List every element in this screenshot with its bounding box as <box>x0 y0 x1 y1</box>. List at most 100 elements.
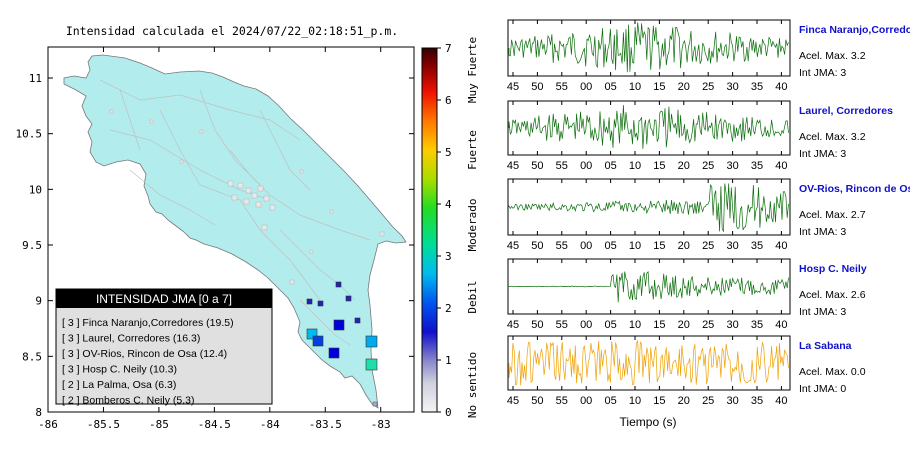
waveform-tick-label: 00 <box>580 81 592 93</box>
waveform-tick-label: 55 <box>556 240 568 252</box>
colorbar-tick-label: 1 <box>445 354 452 367</box>
colorbar-gradient <box>421 47 438 413</box>
map-y-tick-label: 9.5 <box>22 239 42 252</box>
waveform-tick-label: 55 <box>556 160 568 172</box>
map-x-tick-label: -85 <box>149 418 169 431</box>
intensity-colorbar: 0 1 2 3 4 5 6 7 No sentido Debil Moderado Fuerte Muy… <box>421 37 479 419</box>
legend-entry: [ 3 ] OV-Rios, Rincon de Osa (12.4) <box>62 348 227 360</box>
waveform-trace <box>508 105 789 149</box>
waveform-tick-label: 40 <box>775 240 787 252</box>
waveform-tick-label: 20 <box>678 240 690 252</box>
waveform-tick-label: 55 <box>556 81 568 93</box>
waveform-trace <box>508 22 789 73</box>
colorbar-tick-label: 4 <box>445 198 452 211</box>
waveform-tick-label: 25 <box>702 240 714 252</box>
station-jma: Int JMA: 3 <box>799 306 846 318</box>
station-name: La Sabana <box>799 340 852 352</box>
station-accel: Acel. Max. 3.2 <box>799 50 866 62</box>
waveform-tick-label: 35 <box>751 81 763 93</box>
waveform-tick-label: 45 <box>507 160 519 172</box>
colorbar-class-label: Moderado <box>466 199 479 252</box>
waveform-panel: 45 50 55 00 05 10 15 20 25 30 35 40 Finca Naranjo,Co… <box>507 19 910 407</box>
station-jma: Int JMA: 3 <box>799 67 846 79</box>
town-markers <box>109 109 385 285</box>
legend-entry: [ 3 ] Finca Naranjo,Corredores (19.5) <box>62 317 234 329</box>
waveform-tick-label: 55 <box>556 319 568 331</box>
waveform-tick-label: 45 <box>507 395 519 407</box>
waveform-tick-label: 10 <box>629 395 641 407</box>
waveform-tick-label: 50 <box>531 240 543 252</box>
waveform-tick-label: 15 <box>653 240 665 252</box>
colorbar-tick-label: 7 <box>445 42 452 55</box>
waveform-tick-label: 15 <box>653 81 665 93</box>
time-axis-label: Tiempo (s) <box>620 415 677 429</box>
waveform-frame <box>507 100 791 156</box>
waveform-tick-label: 00 <box>580 395 592 407</box>
waveform-tick-label: 45 <box>507 319 519 331</box>
map-title: Intensidad calculada el 2024/07/22_02:18… <box>66 24 398 38</box>
colorbar-tick-label: 3 <box>445 250 452 263</box>
waveform-trace <box>508 339 789 386</box>
waveform-tick-label: 05 <box>604 160 616 172</box>
colorbar-class-label: Debil <box>466 280 479 313</box>
map-x-tick-label: -85.5 <box>87 418 120 431</box>
waveform-tick-label: 40 <box>775 395 787 407</box>
waveform-tick-label: 15 <box>653 319 665 331</box>
waveform-tick-label: 30 <box>726 160 738 172</box>
waveform-tick-label: 45 <box>507 240 519 252</box>
waveform-tick-label: 30 <box>726 395 738 407</box>
waveform-tick-label: 45 <box>507 81 519 93</box>
map-y-tick-label: 10 <box>29 183 42 196</box>
colorbar-tick-label: 5 <box>445 146 452 159</box>
waveform-tick-label: 25 <box>702 395 714 407</box>
waveform-tick-label: 10 <box>629 81 641 93</box>
station-jma: Int JMA: 3 <box>799 148 846 160</box>
map-y-tick-label: 11 <box>29 72 42 85</box>
waveform-trace <box>508 271 789 303</box>
colorbar-tick-label: 6 <box>445 94 452 107</box>
station-name: OV-Rios, Rincon de Os <box>799 183 910 195</box>
station-waveform: 45 50 55 00 05 10 15 20 25 30 35 40 Finca Naranjo,Co… <box>507 19 910 93</box>
waveform-tick-label: 25 <box>702 319 714 331</box>
station-accel: Acel. Max. 2.6 <box>799 289 866 301</box>
intensity-map: -86 -85.5 -85 -84.5 -84 -83.5 -83 11 10.5 10 9.5 9… <box>16 46 415 431</box>
waveform-tick-label: 15 <box>653 395 665 407</box>
waveform-tick-label: 10 <box>629 319 641 331</box>
waveform-tick-label: 15 <box>653 160 665 172</box>
waveform-tick-label: 30 <box>726 81 738 93</box>
station-accel: Acel. Max. 3.2 <box>799 131 866 143</box>
colorbar-class-label: Muy Fuerte <box>466 37 479 103</box>
legend-entry: [ 2 ] Bomberos C. Neily (5.3) <box>62 395 194 407</box>
map-y-tick-label: 9 <box>35 295 42 308</box>
station-accel: Acel. Max. 0.0 <box>799 366 866 378</box>
waveform-tick-label: 20 <box>678 395 690 407</box>
waveform-tick-label: 05 <box>604 81 616 93</box>
colorbar-class-label: No sentido <box>466 352 479 418</box>
station-waveform: 45 50 55 00 05 10 15 20 25 30 35 40 Hosp C. Neily Ace… <box>507 258 867 331</box>
map-x-tick-label: -84.5 <box>198 418 231 431</box>
waveform-tick-label: 30 <box>726 319 738 331</box>
station-waveform: 45 50 55 00 05 10 15 20 25 30 35 40 OV-Rios, Rincon … <box>507 178 910 252</box>
waveform-tick-label: 05 <box>604 240 616 252</box>
legend-entry: [ 3 ] Laurel, Corredores (16.3) <box>62 333 200 345</box>
waveform-tick-label: 00 <box>580 240 592 252</box>
waveform-tick-label: 05 <box>604 319 616 331</box>
colorbar-tick-label: 0 <box>445 406 452 419</box>
legend-entry: [ 2 ] La Palma, Osa (6.3) <box>62 379 176 391</box>
waveform-tick-label: 20 <box>678 160 690 172</box>
station-name: Laurel, Corredores <box>799 105 893 117</box>
station-name: Finca Naranjo,Corredor <box>799 24 910 36</box>
waveform-tick-label: 35 <box>751 395 763 407</box>
waveform-tick-label: 20 <box>678 81 690 93</box>
station-name: Hosp C. Neily <box>799 263 867 275</box>
waveform-trace <box>508 183 789 233</box>
waveform-tick-label: 50 <box>531 319 543 331</box>
waveform-tick-label: 25 <box>702 160 714 172</box>
map-y-tick-label: 8 <box>35 406 42 419</box>
map-x-tick-label: -86 <box>38 418 58 431</box>
waveform-tick-label: 10 <box>629 240 641 252</box>
station-jma: Int JMA: 0 <box>799 383 846 395</box>
waveform-tick-label: 55 <box>556 395 568 407</box>
waveform-tick-label: 50 <box>531 160 543 172</box>
